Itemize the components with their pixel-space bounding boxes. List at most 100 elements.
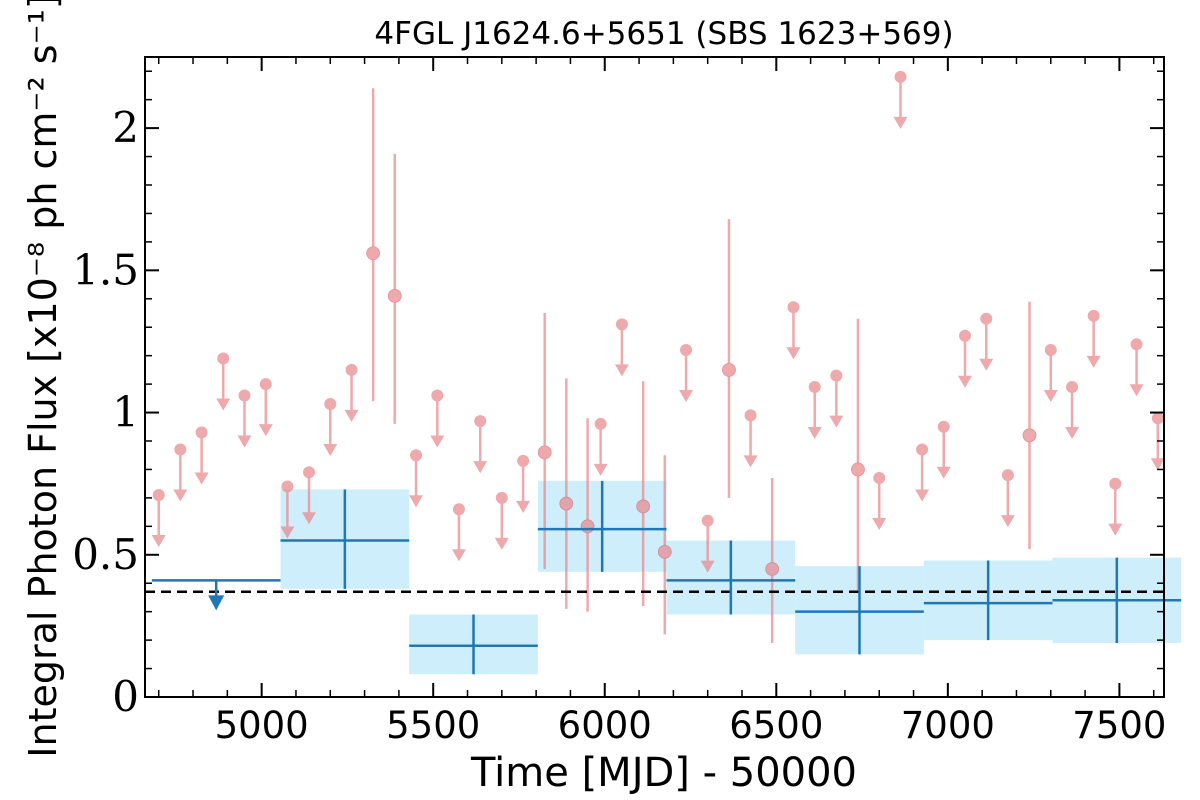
upper-limit-marker bbox=[808, 380, 821, 393]
upper-limit-marker bbox=[873, 471, 886, 484]
short-bin-upper-limit bbox=[151, 489, 166, 548]
short-bin-marker bbox=[851, 462, 865, 477]
short-bin-upper-limit bbox=[915, 443, 930, 502]
short-bin-point bbox=[851, 318, 865, 592]
upper-limit-marker bbox=[701, 514, 714, 527]
upper-limit-arrow bbox=[829, 415, 844, 428]
upper-limit-marker bbox=[495, 491, 508, 504]
upper-limit-arrow bbox=[1150, 458, 1165, 471]
short-bin-upper-limit bbox=[1108, 477, 1123, 536]
short-bin-upper-limit bbox=[1000, 469, 1015, 528]
upper-limit-marker bbox=[959, 329, 972, 342]
short-bin-upper-limit bbox=[1129, 338, 1144, 397]
upper-limit-marker bbox=[680, 343, 693, 356]
upper-limit-arrow bbox=[979, 358, 994, 371]
upper-limit-arrow bbox=[302, 512, 317, 525]
short-bin-upper-limit bbox=[872, 471, 887, 530]
short-bin-point bbox=[765, 477, 780, 643]
short-bin-point bbox=[657, 455, 672, 635]
short-bin-marker bbox=[537, 445, 552, 460]
upper-limit-marker bbox=[303, 466, 316, 479]
short-bin-point bbox=[1022, 301, 1037, 550]
upper-limit-marker bbox=[345, 363, 358, 376]
upper-limit-arrow bbox=[936, 466, 951, 479]
upper-limit-arrow bbox=[409, 495, 424, 508]
short-bin-point bbox=[722, 219, 736, 498]
upper-limit-arrow bbox=[1086, 355, 1101, 368]
upper-limit-arrow bbox=[700, 560, 715, 573]
short-bin-upper-limit bbox=[258, 378, 273, 437]
y-axis-label: Integral Photon Flux [x10⁻⁸ ph cm⁻² s⁻¹] bbox=[21, 0, 65, 758]
upper-limit-arrow bbox=[958, 375, 973, 388]
short-bin-upper-limit bbox=[1065, 380, 1080, 439]
upper-limit-marker bbox=[615, 318, 628, 331]
upper-limit-marker bbox=[744, 409, 757, 422]
upper-limit-marker bbox=[452, 503, 465, 516]
short-bin-upper-limit bbox=[216, 352, 231, 411]
upper-limit-marker bbox=[195, 426, 208, 439]
short-bin-upper-limit bbox=[679, 343, 694, 402]
upper-limit-marker bbox=[787, 301, 800, 314]
upper-limit-arrow bbox=[323, 444, 338, 457]
short-bin-upper-limit bbox=[807, 380, 822, 439]
upper-limit-marker bbox=[1109, 477, 1122, 490]
short-bin-upper-limit bbox=[786, 301, 801, 360]
y-tick-label: 1.5 bbox=[72, 245, 139, 294]
short-bin-upper-limit bbox=[979, 312, 994, 371]
upper-limit-arrow bbox=[430, 435, 445, 448]
short-bin-upper-limit bbox=[614, 318, 629, 377]
upper-limit-marker bbox=[894, 70, 907, 83]
upper-limit-arrow bbox=[194, 472, 209, 485]
upper-limit-arrow bbox=[216, 398, 231, 411]
axes-frame bbox=[144, 56, 1165, 698]
upper-limit-marker bbox=[217, 352, 230, 365]
upper-limit-marker bbox=[1001, 469, 1014, 482]
short-bin-point bbox=[636, 381, 651, 606]
y-tick-label: 0 bbox=[112, 672, 139, 721]
upper-limit-marker bbox=[1151, 412, 1164, 425]
upper-limit-marker bbox=[916, 443, 929, 456]
upper-limit-arrow bbox=[280, 526, 295, 539]
upper-limit-marker bbox=[1044, 343, 1057, 356]
upper-limit-marker bbox=[431, 389, 444, 402]
upper-limit-marker bbox=[281, 480, 294, 493]
upper-limit-arrow bbox=[237, 435, 252, 448]
short-bin-upper-limit bbox=[280, 480, 295, 539]
upper-limit-arrow bbox=[743, 455, 758, 468]
upper-limit-arrow bbox=[1000, 515, 1015, 528]
short-bin-upper-limit bbox=[1043, 343, 1058, 402]
upper-limit-marker bbox=[152, 489, 165, 502]
upper-limit-marker bbox=[1130, 338, 1143, 351]
short-bin-upper-limit bbox=[893, 70, 908, 129]
upper-limit-marker bbox=[980, 312, 993, 325]
x-tick-label: 7500 bbox=[1072, 704, 1166, 747]
upper-limit-marker bbox=[259, 378, 272, 391]
upper-limit-marker bbox=[174, 443, 187, 456]
x-tick-label: 5500 bbox=[386, 704, 480, 747]
upper-limit-marker bbox=[517, 454, 530, 467]
short-bin-upper-limit bbox=[430, 389, 445, 448]
upper-limit-arrow bbox=[494, 537, 509, 550]
x-tick-label: 7000 bbox=[901, 704, 995, 747]
short-bin-marker bbox=[657, 545, 672, 559]
short-bin-point bbox=[537, 313, 552, 569]
short-bin-upper-limit bbox=[1150, 412, 1165, 471]
short-bin-upper-limit bbox=[958, 329, 973, 388]
upper-limit-arrow bbox=[258, 424, 273, 437]
upper-limit-marker bbox=[1087, 309, 1100, 322]
long-bin-upper-limit-arrow bbox=[208, 595, 225, 611]
upper-limit-marker bbox=[324, 398, 337, 411]
x-axis-label: Time [MJD] - 50000 bbox=[470, 750, 857, 796]
upper-limit-arrow bbox=[593, 463, 608, 476]
short-bin-upper-limit bbox=[344, 363, 359, 422]
short-bin-upper-limit bbox=[473, 415, 488, 474]
upper-limit-marker bbox=[474, 415, 487, 428]
short-bin-marker bbox=[1022, 428, 1037, 443]
short-bin-marker bbox=[765, 562, 780, 576]
upper-limit-arrow bbox=[893, 116, 908, 129]
short-bin-upper-limit bbox=[194, 426, 209, 485]
x-tick-label: 6500 bbox=[729, 704, 823, 747]
short-bin-marker bbox=[722, 362, 736, 377]
upper-limit-arrow bbox=[786, 347, 801, 360]
